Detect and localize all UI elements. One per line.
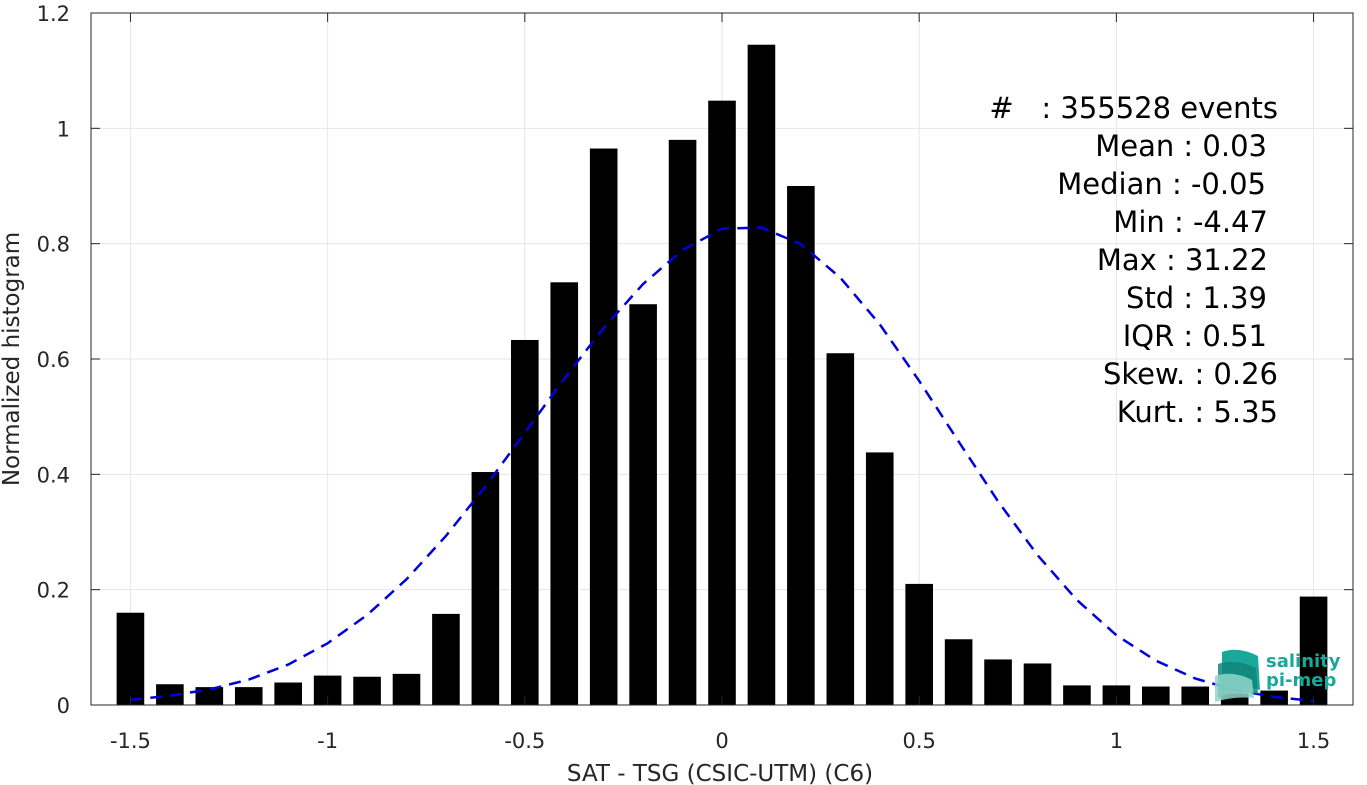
histogram-bar xyxy=(708,100,736,706)
x-tick-label: 1 xyxy=(1110,729,1123,753)
gaussian-fit-line xyxy=(130,226,1314,703)
y-tick-label: 0 xyxy=(57,694,70,718)
histogram-bar xyxy=(1299,596,1328,705)
histogram-bar xyxy=(1142,686,1170,705)
histogram-bar xyxy=(826,353,855,705)
stat-median: Median : -0.05 xyxy=(1057,167,1266,201)
x-tick-label: 0 xyxy=(715,729,728,753)
histogram-bar xyxy=(1102,685,1131,705)
stat-skew: Skew. : 0.26 xyxy=(1103,357,1278,391)
histogram-bar xyxy=(944,639,973,705)
histogram-bar xyxy=(116,612,145,705)
histogram-bar xyxy=(629,304,657,705)
histogram-bar xyxy=(156,684,184,705)
histogram-bars xyxy=(116,44,1328,706)
stat-iqr: IQR : 0.51 xyxy=(1123,319,1267,353)
stat-min: Min : -4.47 xyxy=(1113,205,1268,239)
histogram-bar xyxy=(787,186,815,705)
y-tick-label: 0.2 xyxy=(37,579,70,603)
x-tick-label: -1 xyxy=(317,729,338,753)
stat-mean: Mean : 0.03 xyxy=(1095,129,1267,163)
histogram-bar xyxy=(1220,693,1249,705)
y-tick-label: 1.2 xyxy=(37,2,70,26)
logo-text-pi-mep: pi-mep xyxy=(1266,670,1336,691)
histogram-bar xyxy=(432,613,460,705)
histogram-bar xyxy=(1023,663,1052,705)
histogram-bar xyxy=(905,583,933,705)
histogram-bar xyxy=(1063,685,1091,705)
histogram-bar xyxy=(353,676,381,705)
stat-max: Max : 31.22 xyxy=(1097,243,1268,277)
histogram-bar xyxy=(1181,686,1210,705)
x-axis-label: SAT - TSG (CSIC-UTM) (C6) xyxy=(567,761,873,785)
x-tick-label: -0.5 xyxy=(504,729,545,753)
y-tick-label: 1 xyxy=(57,117,70,141)
y-tick-label: 0.6 xyxy=(37,348,70,372)
histogram-bar xyxy=(511,339,539,705)
y-axis-label: Normalized histogram xyxy=(0,232,25,486)
stat-std: Std : 1.39 xyxy=(1126,281,1267,315)
histogram-bar xyxy=(471,472,500,705)
histogram-bar xyxy=(589,148,618,705)
histogram-bar xyxy=(668,139,697,705)
histogram-bar xyxy=(747,44,776,705)
logo-text-salinity: salinity xyxy=(1266,651,1341,672)
histogram-bar xyxy=(234,687,263,705)
logo-wave-icon xyxy=(1215,649,1260,702)
histogram-bar xyxy=(274,682,302,705)
y-tick-label: 0.8 xyxy=(37,233,70,257)
axis-ticks xyxy=(91,12,1353,706)
histogram-bar xyxy=(392,673,421,705)
statistics-annotations: # : 355528 events Mean : 0.03 Median : -… xyxy=(989,91,1278,429)
histogram-bar xyxy=(550,282,579,705)
histogram-bar xyxy=(195,687,224,705)
stat-events: # : 355528 events xyxy=(989,91,1278,125)
x-tick-label: -1.5 xyxy=(110,729,151,753)
y-tick-label: 0.4 xyxy=(37,463,70,487)
stat-kurt: Kurt. : 5.35 xyxy=(1117,395,1278,429)
x-tick-label: 1.5 xyxy=(1297,729,1330,753)
x-tick-label: 0.5 xyxy=(902,729,935,753)
histogram-bar xyxy=(865,452,894,705)
histogram-bar xyxy=(984,659,1012,705)
y-tick-labels: 0 0.2 0.4 0.6 0.8 1 1.2 xyxy=(37,2,70,718)
salinity-pi-mep-logo: salinity pi-mep xyxy=(1215,649,1341,702)
x-tick-labels: -1.5 -1 -0.5 0 0.5 1 1.5 xyxy=(110,729,1330,753)
